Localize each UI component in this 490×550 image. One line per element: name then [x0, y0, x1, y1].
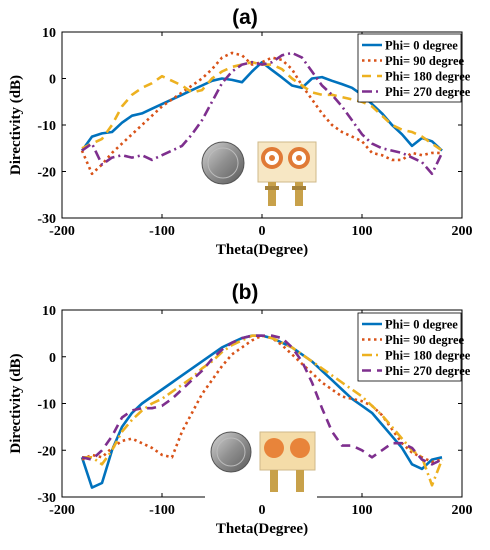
panel-a-label: (a) — [232, 6, 258, 29]
y-tick-label: -20 — [37, 444, 56, 459]
y-tick-label: 10 — [42, 26, 56, 41]
series-line-a-3 — [81, 51, 444, 176]
legend-entry: Phi= 0 degree — [385, 318, 458, 332]
x-tick-label: 200 — [452, 503, 473, 518]
panel-b-label: (b) — [232, 281, 259, 304]
x-tick-label: 0 — [259, 503, 266, 518]
y-tick-label: 10 — [42, 304, 56, 319]
series-line-b-2 — [82, 334, 444, 487]
legend-entry: Phi= 270 degree — [385, 85, 471, 99]
y-tick-label: -10 — [37, 119, 56, 134]
y-tick-label: -10 — [37, 398, 56, 413]
legend-entry: Phi= 90 degree — [385, 54, 465, 68]
legend-entry: Phi= 180 degree — [385, 70, 471, 84]
legend-entry: Phi= 180 degree — [385, 349, 471, 363]
x-tick-label: 100 — [352, 224, 373, 239]
series-line-a-0 — [80, 60, 443, 152]
x-axis-label: Theta(Degree) — [216, 521, 308, 537]
x-tick-label: -200 — [49, 224, 75, 239]
antenna-photo-b — [205, 428, 317, 498]
y-tick-label: -20 — [37, 166, 56, 181]
legend-entry: Phi= 90 degree — [385, 333, 465, 347]
legend-entry: Phi= 0 degree — [385, 39, 458, 53]
legend-entry: Phi= 270 degree — [385, 364, 471, 378]
y-tick-label: -30 — [37, 491, 56, 506]
series-line-b-3 — [81, 334, 443, 466]
series-line-a-1 — [80, 51, 442, 176]
panel-b: (b) -200 -100 0 100 200100-10-20-30Theta(Deg… — [8, 281, 473, 537]
x-tick-label: -200 — [49, 503, 75, 518]
y-tick-label: 0 — [49, 73, 56, 88]
y-axis-label: Directivity (dB) — [8, 75, 24, 175]
x-tick-label: -100 — [149, 503, 175, 518]
x-tick-label: 200 — [452, 224, 473, 239]
series-line-b-1 — [81, 334, 443, 464]
x-tick-label: 0 — [259, 224, 266, 239]
antenna-photo-a — [197, 138, 317, 212]
x-tick-label: 100 — [352, 503, 373, 518]
y-tick-label: -30 — [37, 212, 56, 227]
x-tick-label: -100 — [149, 224, 175, 239]
panel-a: (a) -200 -100 0 100 200100-10-20-30Theta(Deg… — [8, 6, 473, 258]
y-tick-label: 0 — [49, 351, 56, 366]
y-axis-label: Directivity (dB) — [8, 353, 24, 453]
x-axis-label: Theta(Degree) — [216, 242, 308, 258]
